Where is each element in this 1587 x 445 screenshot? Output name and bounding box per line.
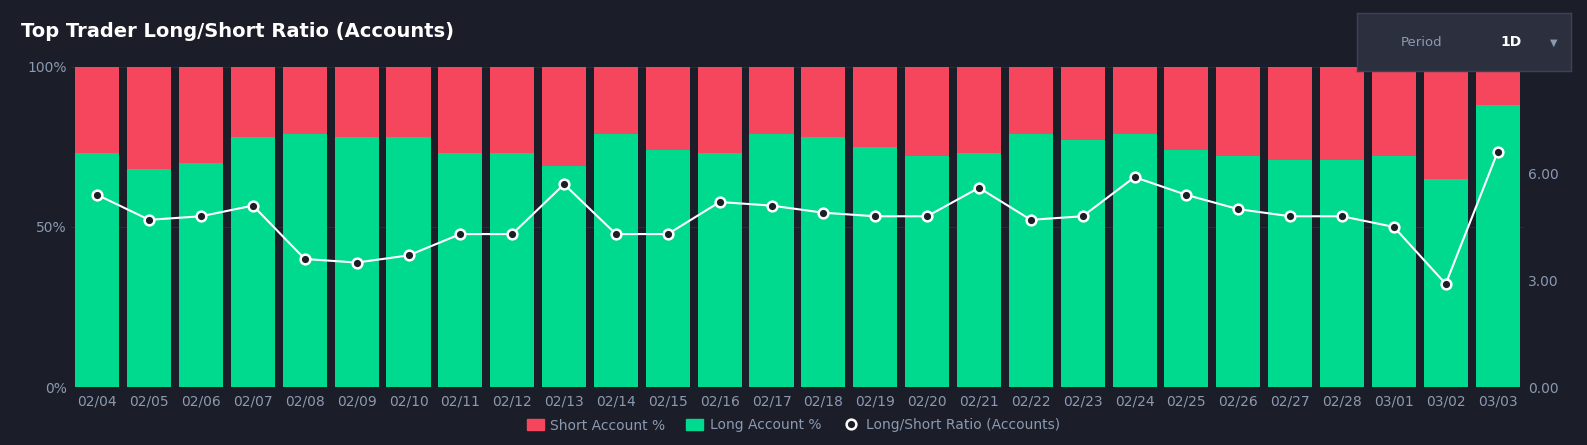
Bar — [282, 67, 327, 134]
Bar — [905, 67, 949, 157]
Bar — [1268, 160, 1312, 387]
Bar — [335, 137, 379, 387]
Bar — [230, 67, 275, 137]
Bar — [749, 67, 794, 134]
Bar — [387, 137, 430, 387]
Bar — [1216, 67, 1260, 157]
Bar — [854, 147, 897, 387]
Bar — [1371, 157, 1416, 387]
Bar — [1371, 67, 1416, 157]
Bar — [543, 166, 586, 387]
Bar — [1112, 134, 1157, 387]
Bar — [438, 153, 482, 387]
Bar — [1424, 179, 1468, 387]
Bar — [1268, 67, 1312, 160]
Bar — [594, 134, 638, 387]
Bar — [957, 67, 1001, 153]
Bar — [179, 67, 224, 163]
Text: ▼: ▼ — [1550, 37, 1558, 47]
Bar — [1165, 150, 1208, 387]
Text: 1D: 1D — [1501, 35, 1522, 49]
Bar — [1216, 157, 1260, 387]
Bar — [1009, 67, 1052, 134]
Legend: Short Account %, Long Account %, Long/Short Ratio (Accounts): Short Account %, Long Account %, Long/Sh… — [521, 413, 1066, 438]
Bar — [1112, 67, 1157, 134]
Text: Period: Period — [1400, 36, 1443, 49]
Bar — [543, 67, 586, 166]
Text: Top Trader Long/Short Ratio (Accounts): Top Trader Long/Short Ratio (Accounts) — [21, 22, 454, 41]
Bar — [1320, 160, 1365, 387]
Bar — [801, 137, 846, 387]
Bar — [905, 157, 949, 387]
Bar — [646, 150, 690, 387]
Bar — [749, 134, 794, 387]
Bar — [1320, 67, 1365, 160]
Bar — [490, 153, 535, 387]
Bar — [854, 67, 897, 147]
Bar — [490, 67, 535, 153]
Bar — [230, 137, 275, 387]
Bar — [801, 67, 846, 137]
Bar — [127, 169, 171, 387]
Bar — [1060, 141, 1105, 387]
Bar — [127, 67, 171, 169]
Bar — [957, 153, 1001, 387]
Bar — [1165, 67, 1208, 150]
Bar — [179, 163, 224, 387]
Bar — [335, 67, 379, 137]
Bar — [1009, 134, 1052, 387]
Bar — [594, 67, 638, 134]
Bar — [1060, 67, 1105, 141]
Bar — [282, 134, 327, 387]
Bar — [646, 67, 690, 150]
Bar — [698, 153, 741, 387]
Bar — [387, 67, 430, 137]
Bar — [75, 153, 119, 387]
Bar — [438, 67, 482, 153]
Bar — [1476, 105, 1520, 387]
Bar — [75, 67, 119, 153]
Bar — [698, 67, 741, 153]
Bar — [1476, 67, 1520, 105]
Bar — [1424, 67, 1468, 179]
